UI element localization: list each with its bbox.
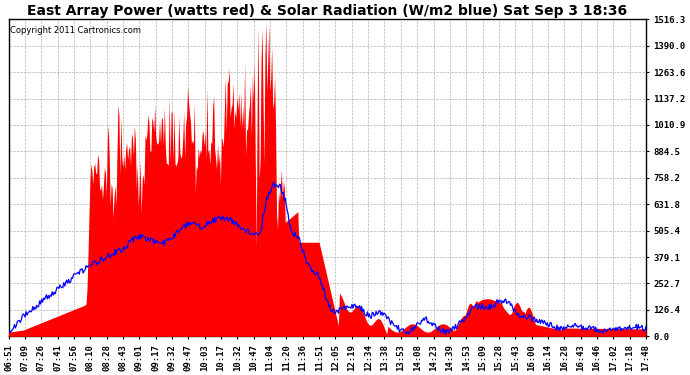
Title: East Array Power (watts red) & Solar Radiation (W/m2 blue) Sat Sep 3 18:36: East Array Power (watts red) & Solar Rad…: [27, 4, 627, 18]
Text: Copyright 2011 Cartronics.com: Copyright 2011 Cartronics.com: [10, 26, 141, 34]
